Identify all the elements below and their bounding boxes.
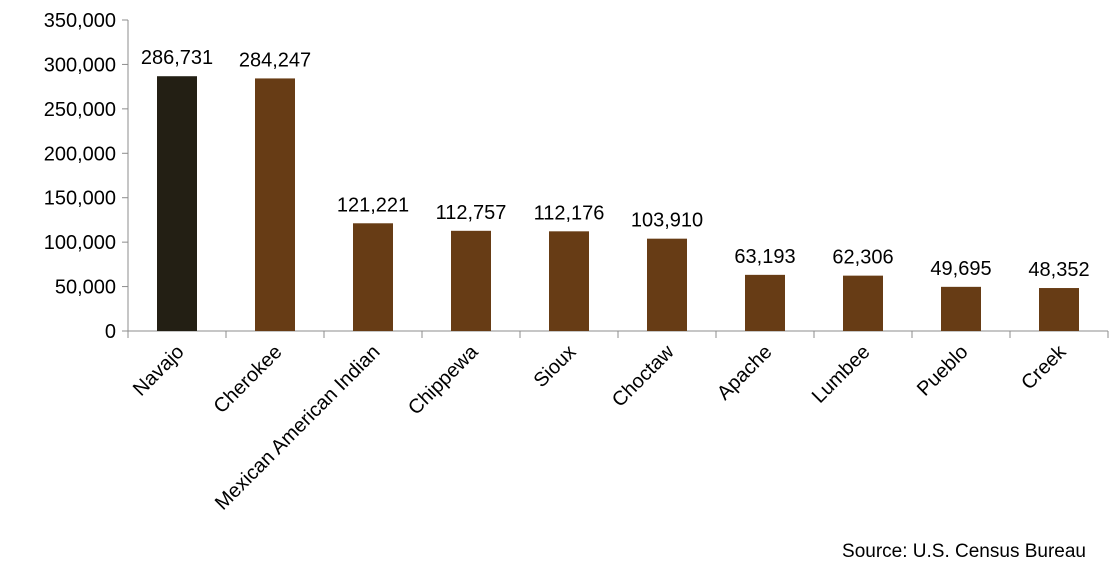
- y-tick-label: 150,000: [44, 188, 116, 210]
- x-tick-label: Chippewa: [404, 340, 483, 419]
- x-tick-label: Pueblo: [913, 341, 973, 401]
- bar-apache: [745, 274, 785, 331]
- bar-navajo: [157, 76, 197, 331]
- x-tick-label: Navajo: [129, 341, 189, 401]
- bar-sioux: [549, 231, 589, 331]
- data-label: 286,731: [141, 47, 213, 69]
- y-tick-label: 0: [105, 321, 116, 343]
- data-label: 62,306: [832, 247, 893, 269]
- x-tick-label: Lumbee: [808, 341, 875, 408]
- bar-chippewa: [451, 230, 491, 331]
- bar-pueblo: [941, 286, 981, 331]
- data-label: 112,176: [534, 202, 605, 224]
- bar-mexican-american-indian: [353, 223, 393, 331]
- y-tick-label: 50,000: [55, 277, 116, 299]
- y-tick-label: 350,000: [44, 10, 116, 32]
- y-tick-label: 100,000: [44, 232, 116, 254]
- bar-cherokee: [255, 78, 295, 331]
- bar-creek: [1039, 288, 1079, 331]
- y-tick-label: 250,000: [44, 99, 116, 121]
- data-label: 284,247: [239, 49, 311, 71]
- data-label: 49,695: [930, 258, 991, 280]
- x-tick-label: Cherokee: [210, 341, 287, 418]
- x-tick-label: Creek: [1017, 340, 1071, 394]
- source-note: Source: U.S. Census Bureau: [842, 541, 1086, 562]
- x-tick-label: Apache: [713, 341, 777, 405]
- data-label: 63,193: [734, 246, 795, 268]
- x-tick-label: Mexican American Indian: [211, 341, 385, 515]
- y-tick-label: 300,000: [44, 54, 116, 76]
- y-tick-label: 200,000: [44, 143, 116, 165]
- bar-lumbee: [843, 275, 883, 331]
- data-label: 112,757: [436, 202, 507, 224]
- x-tick-label: Choctaw: [608, 341, 679, 412]
- bar-choctaw: [647, 238, 687, 331]
- data-label: 121,221: [337, 194, 409, 216]
- data-label: 48,352: [1028, 259, 1089, 281]
- data-label: 103,910: [631, 210, 703, 232]
- x-tick-label: Sioux: [530, 341, 581, 392]
